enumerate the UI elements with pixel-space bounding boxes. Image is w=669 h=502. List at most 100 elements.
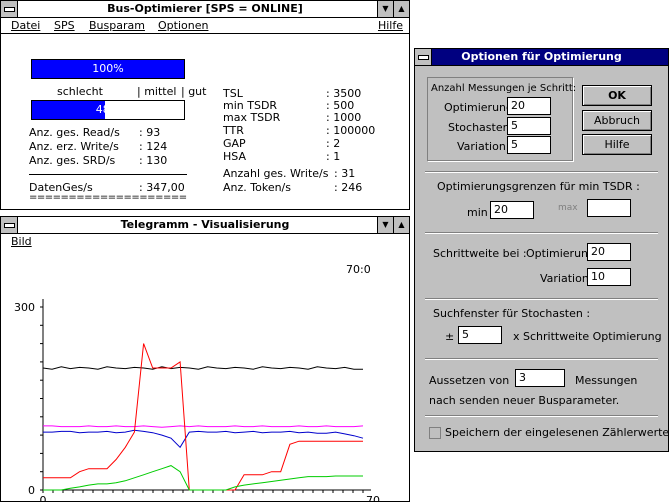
separator xyxy=(425,298,658,300)
load-progress-fill xyxy=(32,60,184,78)
system-menu-icon[interactable] xyxy=(1,1,18,17)
search-window-input[interactable]: 5 xyxy=(458,326,502,344)
y-tick-label: 0 xyxy=(28,484,35,497)
param-hsa-value: : 1 xyxy=(326,150,341,163)
series-line-4 xyxy=(43,465,363,491)
menu-hilfe[interactable]: Hilfe xyxy=(377,19,403,32)
options-dialog-title: Optionen für Optimierung xyxy=(461,50,622,63)
double-rule: ==================== xyxy=(29,192,187,203)
variation-input[interactable]: 5 xyxy=(507,136,551,154)
options-title-bar[interactable]: Optionen für Optimierung xyxy=(415,49,668,66)
limits-title: Optimierungsgrenzen für min TSDR : xyxy=(437,180,640,193)
param-maxtsdr-value: : 1000 xyxy=(326,111,362,124)
pause-prefix: Aussetzen von xyxy=(429,374,510,387)
maximize-icon[interactable]: ▲ xyxy=(393,217,409,233)
stat-read-label: Anz. ges. Read/s xyxy=(29,126,120,139)
help-button[interactable]: Hilfe xyxy=(582,134,652,155)
telegram-window: Telegramm - Visualisierung ▼ ▲ Bild 70:0… xyxy=(0,216,410,502)
measurement-group xyxy=(427,77,573,161)
step-opt-label: Optimierung xyxy=(526,247,595,260)
series-line-0 xyxy=(42,366,363,370)
quality-bar: 48% xyxy=(31,100,185,120)
pause-input[interactable]: 3 xyxy=(515,369,565,387)
param-token-label: Anz. Token/s xyxy=(223,181,291,194)
corner-readout: 70:0 xyxy=(346,263,371,276)
telegram-window-title: Telegramm - Visualisierung xyxy=(120,218,290,231)
param-ttr-label: TTR xyxy=(223,124,244,137)
save-checkbox-label[interactable]: Speichern der eingelesenen Zählerwerte xyxy=(445,426,669,439)
menu-sps[interactable]: SPS xyxy=(54,19,75,32)
main-window-title: Bus-Optimierer [SPS = ONLINE] xyxy=(107,2,303,15)
step-var-input[interactable]: 10 xyxy=(587,268,631,286)
daten-label: DatenGes/s xyxy=(29,181,93,194)
param-gap-label: GAP xyxy=(223,137,246,150)
step-title: Schrittweite bei : xyxy=(433,247,527,260)
pause-line2: nach senden neuer Busparameter. xyxy=(429,394,620,407)
save-checkbox[interactable] xyxy=(429,427,441,439)
variation-label: Variation xyxy=(457,140,506,153)
minimize-icon[interactable]: ▼ xyxy=(377,217,393,233)
param-gap-value: : 2 xyxy=(326,137,341,150)
min-input[interactable]: 20 xyxy=(490,201,534,219)
scale-good-label: | gut xyxy=(181,85,207,98)
min-label: min xyxy=(467,206,488,219)
load-progress-label: 100% xyxy=(92,62,124,75)
separator xyxy=(425,358,658,360)
stat-srd-value: : 130 xyxy=(139,154,168,167)
param-mintsdr-value: : 500 xyxy=(326,99,355,112)
main-menu-bar: Datei SPS Busparam Optionen Hilfe xyxy=(1,18,409,34)
param-writes-value: : 31 xyxy=(334,167,356,180)
x-tick-label: 0 xyxy=(40,494,47,501)
param-token-value: : 246 xyxy=(334,181,363,194)
main-title-bar[interactable]: Bus-Optimierer [SPS = ONLINE] ▼ ▲ xyxy=(1,1,409,18)
series-line-3 xyxy=(43,343,363,491)
cancel-button[interactable]: Abbruch xyxy=(582,110,652,131)
optimierung-label: Optimierung xyxy=(444,101,513,114)
quality-bar-fill xyxy=(32,101,105,119)
separator xyxy=(425,415,658,417)
scale-mid-label: | mittel xyxy=(137,85,177,98)
telegram-title-bar[interactable]: Telegramm - Visualisierung ▼ ▲ xyxy=(1,217,409,234)
stochasten-label: Stochasten xyxy=(448,121,510,134)
step-var-label: Variation xyxy=(540,272,589,285)
main-window: Bus-Optimierer [SPS = ONLINE] ▼ ▲ Datei … xyxy=(0,0,410,210)
options-dialog: Optionen für Optimierung Anzahl Messunge… xyxy=(414,48,669,452)
param-ttr-value: : 100000 xyxy=(326,124,376,137)
param-hsa-label: HSA xyxy=(223,150,246,163)
menu-bild[interactable]: Bild xyxy=(11,235,32,248)
menu-optionen[interactable]: Optionen xyxy=(158,19,209,32)
ok-button[interactable]: OK xyxy=(582,85,652,106)
x-tick-label: 70 xyxy=(366,494,380,501)
param-maxtsdr-label: max TSDR xyxy=(223,111,281,124)
menu-datei[interactable]: Datei xyxy=(11,19,41,32)
telegram-chart: 0 300 0 70 xyxy=(14,299,380,501)
stochasten-input[interactable]: 5 xyxy=(507,117,551,135)
divider-line xyxy=(29,174,187,175)
menu-busparam[interactable]: Busparam xyxy=(89,19,145,32)
stat-srd-label: Anz. ges. SRD/s xyxy=(29,154,116,167)
stat-read-value: : 93 xyxy=(139,126,161,139)
minimize-icon[interactable]: ▼ xyxy=(377,1,393,17)
optimierung-input[interactable]: 20 xyxy=(507,97,551,115)
plus-minus-label: ± xyxy=(445,330,455,343)
scale-bad-label: schlecht xyxy=(57,85,103,98)
pause-suffix: Messungen xyxy=(575,374,638,387)
param-writes-label: Anzahl ges. Write/s xyxy=(223,167,329,180)
search-title: Suchfenster für Stochasten : xyxy=(433,307,591,320)
param-tsl-value: : 3500 xyxy=(326,87,362,100)
series-line-2 xyxy=(43,429,364,449)
system-menu-icon[interactable] xyxy=(1,217,18,233)
max-input[interactable] xyxy=(587,199,631,217)
series-line-1 xyxy=(43,425,364,428)
max-label: max xyxy=(558,203,578,213)
stat-write-label: Anz. erz. Write/s xyxy=(29,140,119,153)
step-opt-input[interactable]: 20 xyxy=(587,243,631,261)
quality-bar-label: 48% xyxy=(95,103,121,116)
system-menu-icon[interactable] xyxy=(415,49,432,65)
stat-write-value: : 124 xyxy=(139,140,168,153)
separator xyxy=(425,232,658,234)
separator xyxy=(425,171,658,173)
daten-value: : 347,00 xyxy=(139,181,185,194)
measurement-group-title: Anzahl Messungen je Schritt: xyxy=(431,83,577,94)
maximize-icon[interactable]: ▲ xyxy=(393,1,409,17)
